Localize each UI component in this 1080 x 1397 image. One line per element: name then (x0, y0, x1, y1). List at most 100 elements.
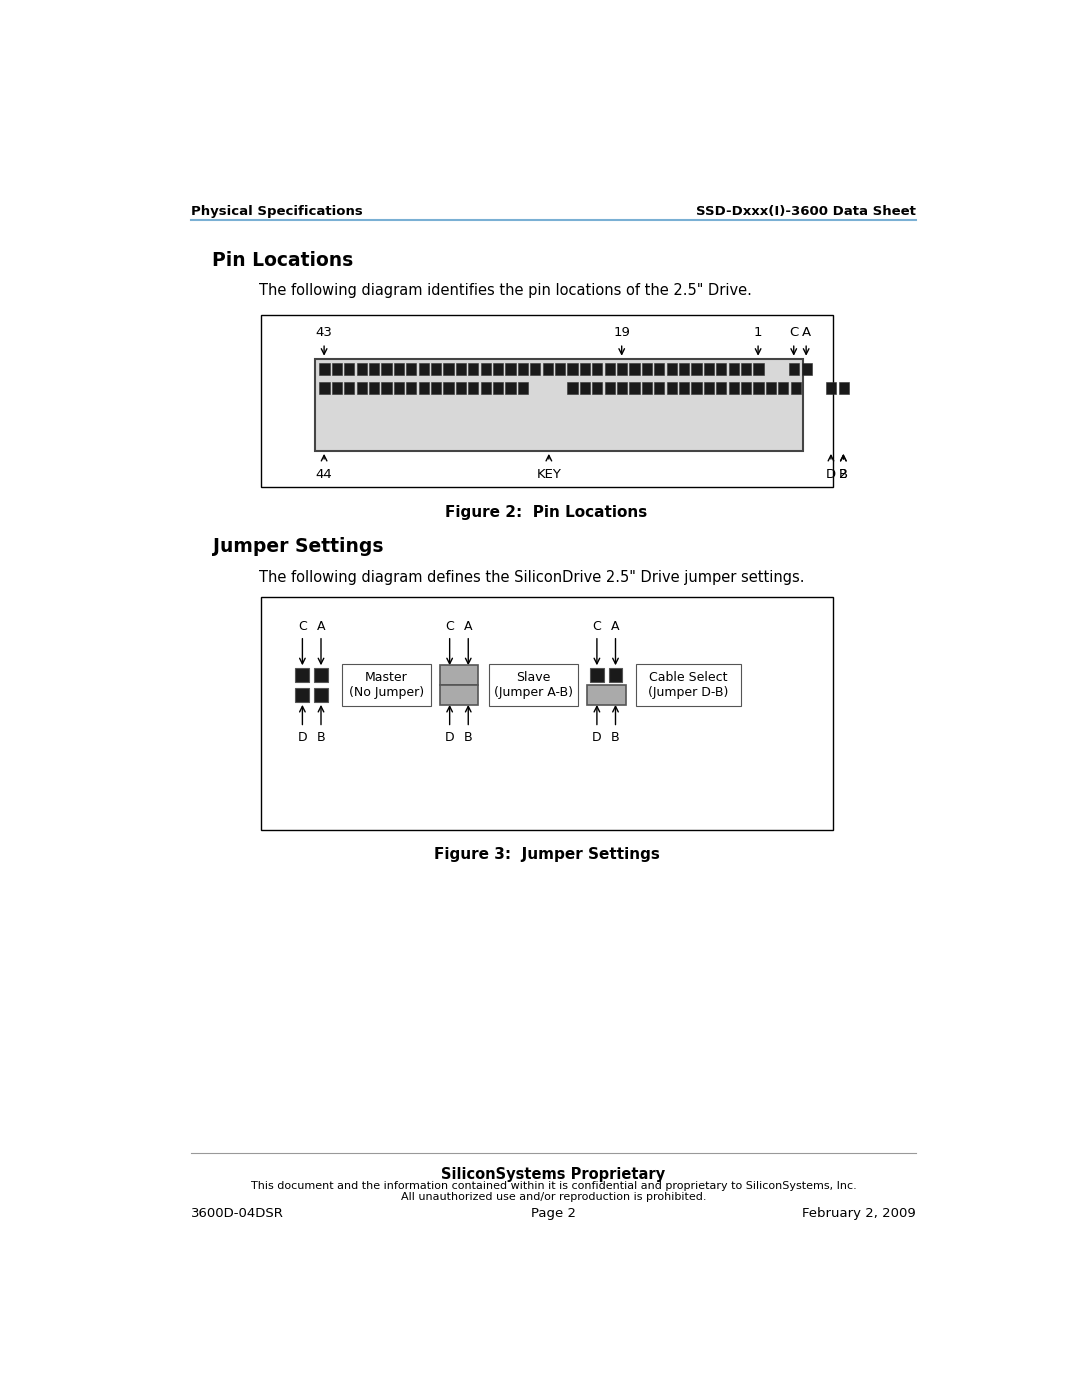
Bar (580, 383, 590, 394)
Bar (590, 689, 604, 703)
Bar (494, 363, 503, 374)
Text: A: A (464, 620, 473, 633)
Bar (666, 363, 677, 374)
Bar (642, 363, 652, 374)
Bar (320, 363, 329, 374)
Text: The following diagram defines the SiliconDrive 2.5" Drive jumper settings.: The following diagram defines the Silico… (259, 570, 805, 584)
Bar (505, 363, 515, 374)
Bar (332, 363, 342, 374)
Bar (630, 383, 639, 394)
Bar (443, 668, 457, 682)
Text: 2: 2 (839, 468, 848, 481)
Bar (296, 689, 309, 703)
Bar (260, 598, 833, 830)
Bar (419, 363, 429, 374)
Bar (555, 363, 565, 374)
Text: 43: 43 (315, 326, 333, 338)
Bar (381, 363, 392, 374)
Bar (716, 363, 727, 374)
Bar (592, 383, 603, 394)
Text: KEY: KEY (537, 468, 562, 481)
Bar (356, 363, 367, 374)
Text: C: C (445, 620, 454, 633)
Bar (801, 363, 811, 374)
Bar (590, 668, 604, 682)
Bar (791, 383, 800, 394)
Bar (461, 689, 475, 703)
Bar (826, 383, 836, 394)
Text: Figure 2:  Pin Locations: Figure 2: Pin Locations (445, 504, 648, 520)
Bar (356, 383, 367, 394)
Text: Pin Locations: Pin Locations (213, 251, 354, 270)
Bar (691, 363, 702, 374)
Bar (716, 383, 727, 394)
Text: A: A (801, 326, 811, 338)
Bar (431, 383, 441, 394)
Bar (679, 363, 689, 374)
Bar (314, 359, 804, 451)
Bar (394, 363, 404, 374)
Bar (729, 363, 739, 374)
Bar (567, 383, 578, 394)
Bar (260, 316, 833, 488)
Bar (320, 383, 329, 394)
Text: B: B (316, 731, 325, 745)
Bar (642, 383, 652, 394)
Bar (605, 383, 615, 394)
Bar (342, 665, 431, 705)
Text: SSD-Dxxx(I)-3600 Data Sheet: SSD-Dxxx(I)-3600 Data Sheet (697, 204, 916, 218)
Text: B: B (611, 731, 620, 745)
Bar (741, 383, 751, 394)
Text: Slave
(Jumper A-B): Slave (Jumper A-B) (494, 671, 572, 698)
Bar (456, 363, 465, 374)
Text: B: B (839, 468, 848, 481)
Text: February 2, 2009: February 2, 2009 (802, 1207, 916, 1220)
Bar (754, 363, 764, 374)
Bar (617, 363, 627, 374)
Text: C: C (298, 620, 307, 633)
Bar (691, 383, 702, 394)
Bar (332, 383, 342, 394)
Bar (679, 383, 689, 394)
Text: 44: 44 (315, 468, 333, 481)
Bar (489, 665, 578, 705)
Text: D: D (445, 731, 455, 745)
Bar (592, 363, 603, 374)
Bar (608, 668, 622, 682)
Text: Jumper Settings: Jumper Settings (213, 538, 383, 556)
Bar (766, 383, 775, 394)
Bar (586, 685, 625, 705)
Text: Master
(No Jumper): Master (No Jumper) (349, 671, 423, 698)
Bar (789, 363, 799, 374)
Text: D: D (298, 731, 307, 745)
Bar (567, 363, 578, 374)
Bar (431, 363, 441, 374)
Bar (369, 383, 379, 394)
Bar (419, 383, 429, 394)
Bar (654, 383, 664, 394)
Bar (580, 363, 590, 374)
Bar (440, 685, 478, 705)
Bar (729, 383, 739, 394)
Bar (440, 665, 478, 685)
Text: Page 2: Page 2 (531, 1207, 576, 1220)
Text: Figure 3:  Jumper Settings: Figure 3: Jumper Settings (433, 847, 660, 862)
Bar (617, 383, 627, 394)
Bar (314, 689, 328, 703)
Bar (839, 383, 849, 394)
Bar (345, 383, 354, 394)
Bar (481, 383, 490, 394)
Text: D: D (826, 468, 836, 481)
Bar (461, 668, 475, 682)
Bar (469, 363, 478, 374)
Text: A: A (611, 620, 620, 633)
Text: All unauthorized use and/or reproduction is prohibited.: All unauthorized use and/or reproduction… (401, 1192, 706, 1201)
Bar (741, 363, 751, 374)
Bar (608, 689, 622, 703)
Bar (443, 689, 457, 703)
Bar (530, 363, 540, 374)
Text: D: D (592, 731, 602, 745)
Bar (444, 363, 454, 374)
Text: Cable Select
(Jumper D-B): Cable Select (Jumper D-B) (648, 671, 729, 698)
Bar (666, 383, 677, 394)
